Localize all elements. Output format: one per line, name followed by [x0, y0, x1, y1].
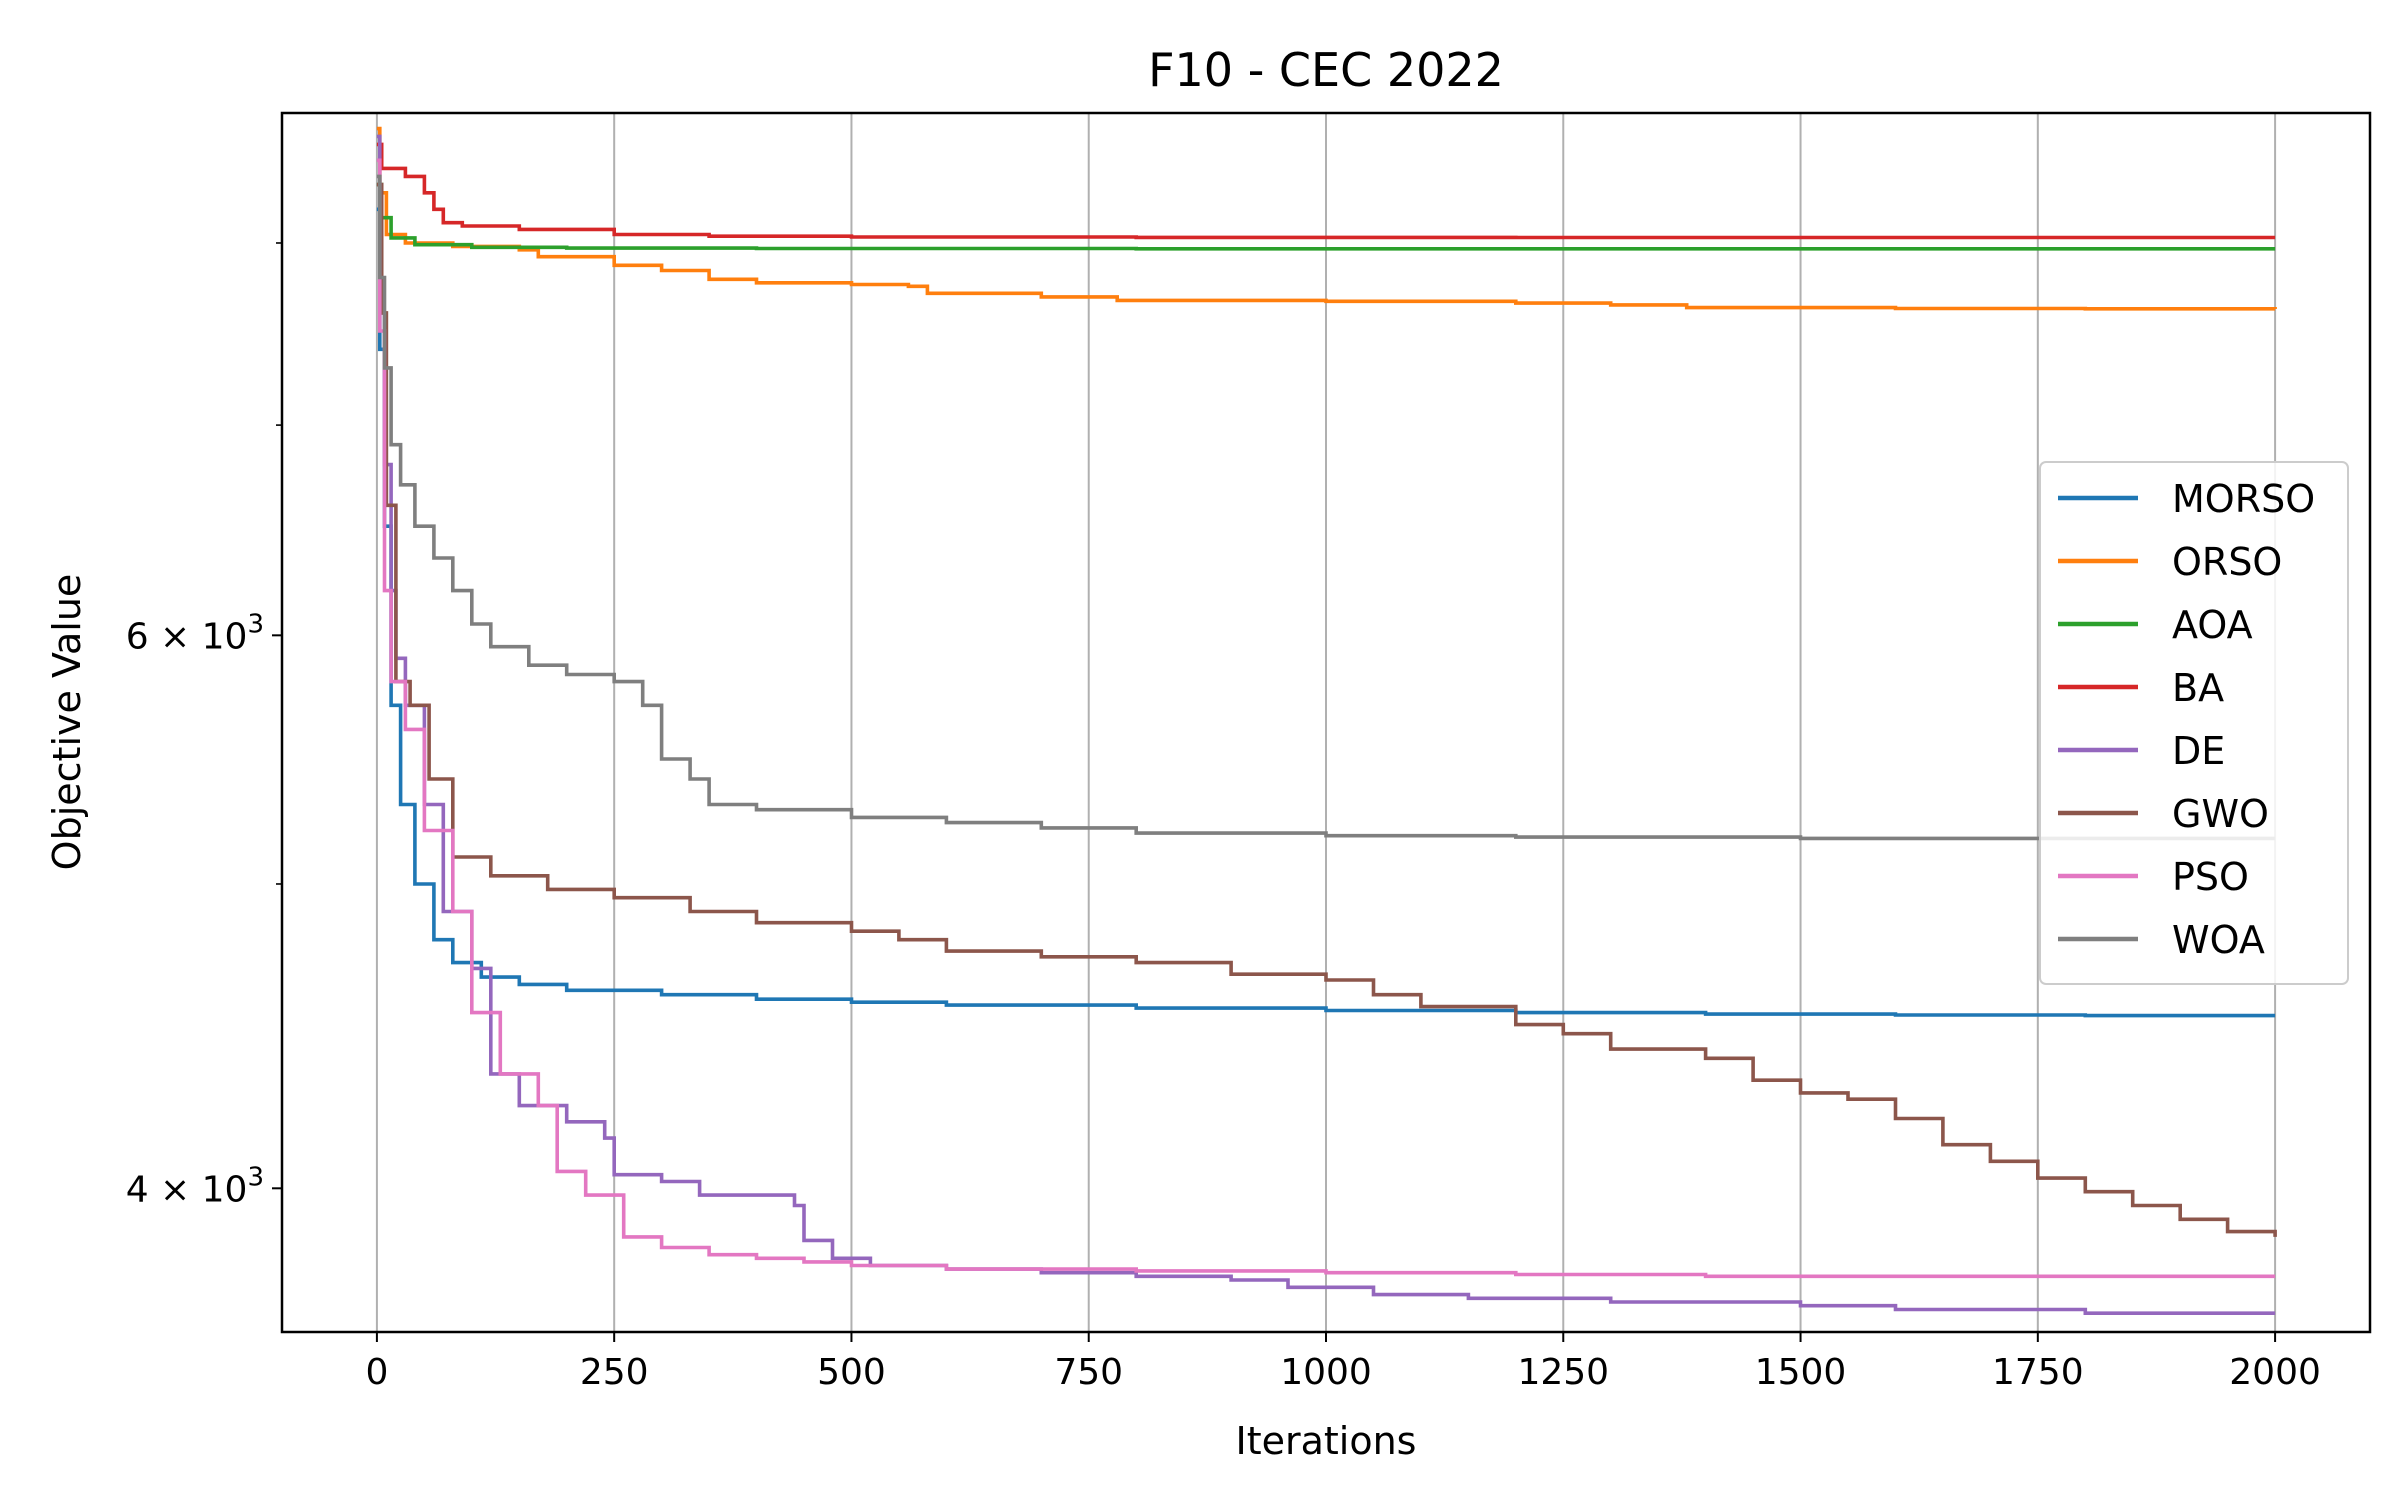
y-tick-label: 4 × 103 — [126, 1162, 264, 1210]
series-line-aoa — [376, 182, 2276, 251]
series-line-morso — [376, 207, 2276, 1018]
x-tick-label: 250 — [580, 1352, 649, 1393]
legend-label: BA — [2172, 666, 2224, 710]
series-line-ba — [376, 142, 2276, 240]
x-tick-label: 1250 — [1517, 1352, 1609, 1393]
legend-label: WOA — [2172, 918, 2265, 962]
legend-label: GWO — [2172, 792, 2269, 836]
series-line-woa — [376, 174, 2276, 841]
x-tick-label: 1000 — [1280, 1352, 1372, 1393]
y-axis-label: Objective Value — [45, 574, 89, 871]
legend-label: ORSO — [2172, 540, 2282, 584]
legend: MORSO ORSO AOA BA DE GWO PSO WOA — [2039, 461, 2349, 985]
x-tick-label: 750 — [1054, 1352, 1123, 1393]
x-tick-label: 1750 — [1992, 1352, 2084, 1393]
chart-title: F10 - CEC 2022 — [1148, 43, 1504, 97]
legend-label: AOA — [2172, 603, 2253, 647]
x-axis-label: Iterations — [1236, 1419, 1417, 1463]
x-tick-label: 1500 — [1755, 1352, 1847, 1393]
x-tick-label: 0 — [365, 1352, 388, 1393]
legend-label: MORSO — [2172, 477, 2315, 521]
series-line-pso — [376, 158, 2276, 1279]
legend-box — [2039, 461, 2349, 985]
legend-label: PSO — [2172, 855, 2249, 899]
legend-label: DE — [2172, 729, 2225, 773]
x-tick-label: 500 — [817, 1352, 886, 1393]
y-tick-label: 6 × 103 — [126, 609, 264, 657]
x-tick-label: 2000 — [2229, 1352, 2321, 1393]
